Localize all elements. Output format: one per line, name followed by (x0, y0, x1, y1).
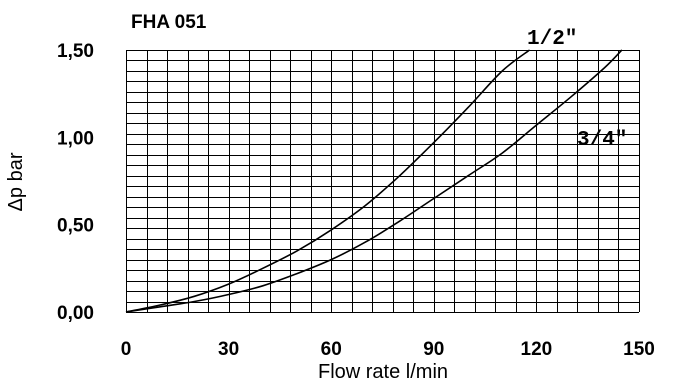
x-tick-label: 0 (121, 339, 132, 360)
series-line-half-inch (125, 49, 531, 313)
x-tick-label: 150 (623, 339, 655, 360)
series-label-half-inch: 1/2" (527, 28, 577, 51)
series-line-three-quarter-inch (125, 49, 623, 313)
x-axis-label: Flow rate l/min (318, 361, 448, 383)
y-tick-label: 0,50 (57, 216, 94, 237)
series-labels: 1/2" 3/4" (527, 28, 627, 152)
chart-grid (126, 50, 640, 313)
chart-curves (125, 49, 623, 313)
y-tick-label: 0,00 (57, 303, 94, 324)
x-tick-label: 120 (521, 339, 553, 360)
chart-ticks: 0 30 60 90 120 150 0,00 0,50 1,00 1,50 (57, 41, 655, 360)
x-tick-label: 30 (218, 339, 239, 360)
x-tick-label: 90 (423, 339, 444, 360)
y-tick-label: 1,50 (57, 41, 94, 62)
x-tick-label: 60 (321, 339, 342, 360)
y-axis-label: Δp bar (5, 152, 27, 211)
y-tick-label: 1,00 (57, 128, 94, 149)
series-label-three-quarter-inch: 3/4" (577, 129, 627, 152)
chart-title: FHA 051 (131, 12, 207, 33)
